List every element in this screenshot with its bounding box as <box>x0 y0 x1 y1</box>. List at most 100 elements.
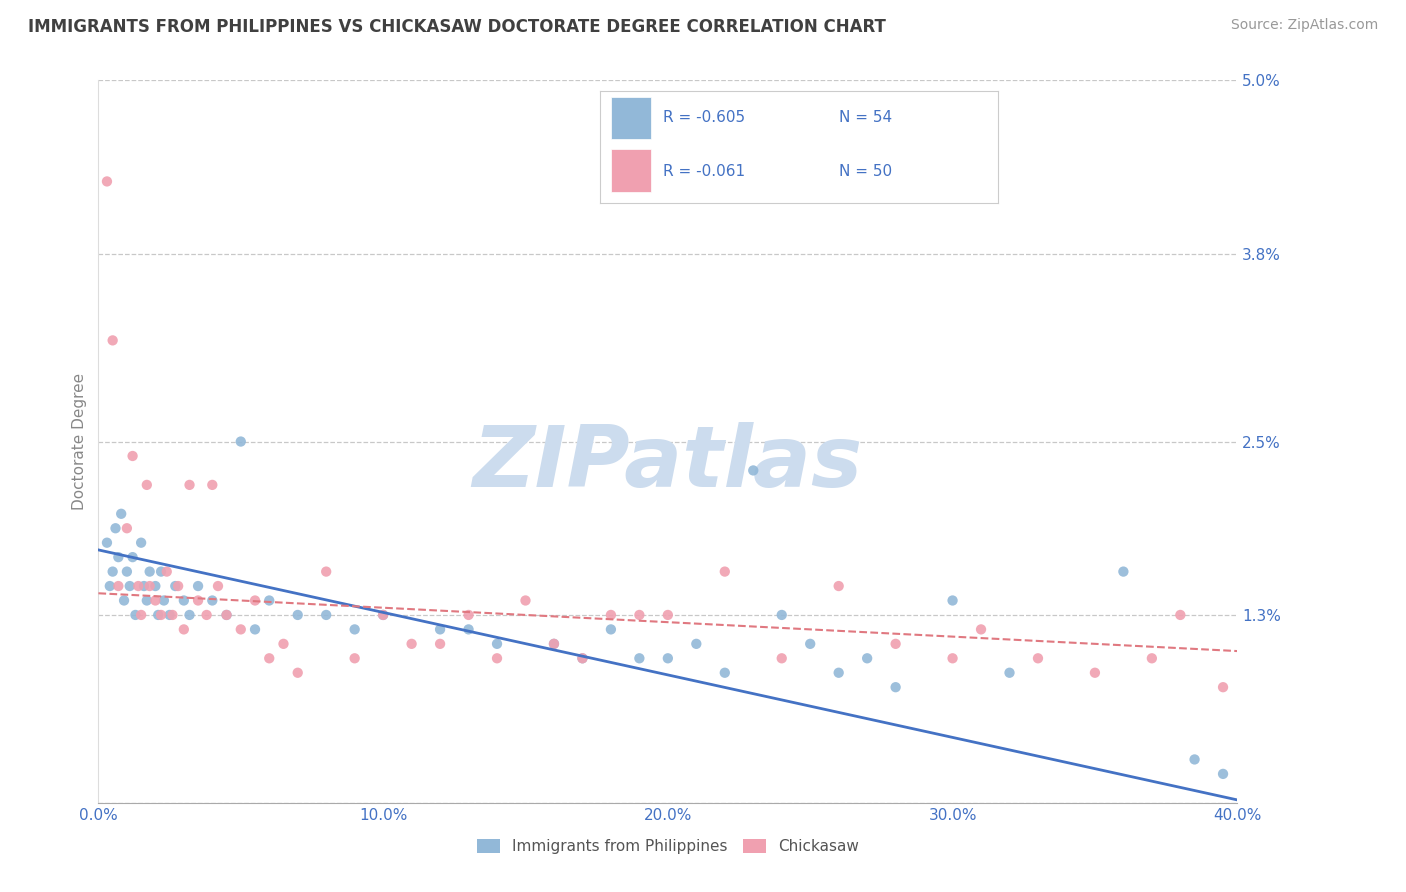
Point <box>201 593 224 607</box>
Point <box>259 651 281 665</box>
Point <box>145 579 167 593</box>
Point <box>243 593 266 607</box>
Point <box>1112 565 1135 579</box>
Point <box>828 579 851 593</box>
Point <box>770 607 793 622</box>
Point <box>600 607 623 622</box>
Point <box>187 579 209 593</box>
Point <box>187 593 209 607</box>
Point <box>401 637 423 651</box>
Point <box>998 665 1021 680</box>
Point <box>343 651 366 665</box>
Point <box>287 607 309 622</box>
Text: IMMIGRANTS FROM PHILIPPINES VS CHICKASAW DOCTORATE DEGREE CORRELATION CHART: IMMIGRANTS FROM PHILIPPINES VS CHICKASAW… <box>28 18 886 36</box>
Point <box>229 434 252 449</box>
Point <box>1212 767 1234 781</box>
Point <box>371 607 394 622</box>
Point <box>101 565 124 579</box>
Point <box>571 651 593 665</box>
Point <box>96 174 118 188</box>
Point <box>543 637 565 651</box>
Point <box>153 593 176 607</box>
Point <box>112 593 135 607</box>
Point <box>429 623 451 637</box>
Point <box>132 579 155 593</box>
Point <box>457 607 479 622</box>
Point <box>145 593 167 607</box>
Point <box>162 607 184 622</box>
Point <box>127 579 149 593</box>
Point <box>167 579 190 593</box>
Point <box>173 623 195 637</box>
Point <box>371 607 394 622</box>
Point <box>165 579 187 593</box>
Point <box>148 607 170 622</box>
Point <box>273 637 295 651</box>
Point <box>259 593 281 607</box>
Point <box>571 651 593 665</box>
Point <box>942 651 965 665</box>
Point <box>201 478 224 492</box>
Text: Source: ZipAtlas.com: Source: ZipAtlas.com <box>1230 18 1378 32</box>
Point <box>486 637 509 651</box>
Point <box>207 579 229 593</box>
Point <box>828 665 851 680</box>
Point <box>315 607 337 622</box>
Point <box>457 623 479 637</box>
Point <box>129 607 152 622</box>
Point <box>315 565 337 579</box>
Point <box>179 607 201 622</box>
Point <box>657 651 679 665</box>
Point <box>515 593 537 607</box>
Point <box>156 565 179 579</box>
Point <box>115 565 138 579</box>
Point <box>1084 665 1107 680</box>
Point <box>138 579 160 593</box>
Point <box>135 593 157 607</box>
Point <box>600 623 623 637</box>
Point <box>124 607 146 622</box>
Point <box>884 680 907 694</box>
Point <box>121 550 143 565</box>
Point <box>135 478 157 492</box>
Point <box>1026 651 1049 665</box>
Point <box>1212 680 1234 694</box>
Point <box>884 637 907 651</box>
Point <box>714 565 737 579</box>
Point <box>799 637 821 651</box>
Point <box>195 607 218 622</box>
Point <box>107 550 129 565</box>
Point <box>770 651 793 665</box>
Point <box>115 521 138 535</box>
Point <box>486 651 509 665</box>
Point <box>856 651 879 665</box>
Point <box>173 593 195 607</box>
Point <box>429 637 451 651</box>
Point <box>742 463 765 477</box>
Point <box>159 607 181 622</box>
Point <box>343 623 366 637</box>
Point <box>215 607 238 622</box>
Point <box>101 334 124 348</box>
Point <box>98 579 121 593</box>
Legend: Immigrants from Philippines, Chickasaw: Immigrants from Philippines, Chickasaw <box>471 833 865 860</box>
Point <box>118 579 141 593</box>
Y-axis label: Doctorate Degree: Doctorate Degree <box>72 373 87 510</box>
Point <box>1170 607 1192 622</box>
Point <box>287 665 309 680</box>
Point <box>129 535 152 549</box>
Point <box>628 607 651 622</box>
Point <box>229 623 252 637</box>
Point <box>179 478 201 492</box>
Point <box>121 449 143 463</box>
Point <box>970 623 993 637</box>
Point <box>942 593 965 607</box>
Point <box>1184 752 1206 766</box>
Point <box>104 521 127 535</box>
Point <box>150 607 173 622</box>
Point <box>1140 651 1163 665</box>
Point <box>107 579 129 593</box>
Point <box>243 623 266 637</box>
Point <box>96 535 118 549</box>
Point <box>215 607 238 622</box>
